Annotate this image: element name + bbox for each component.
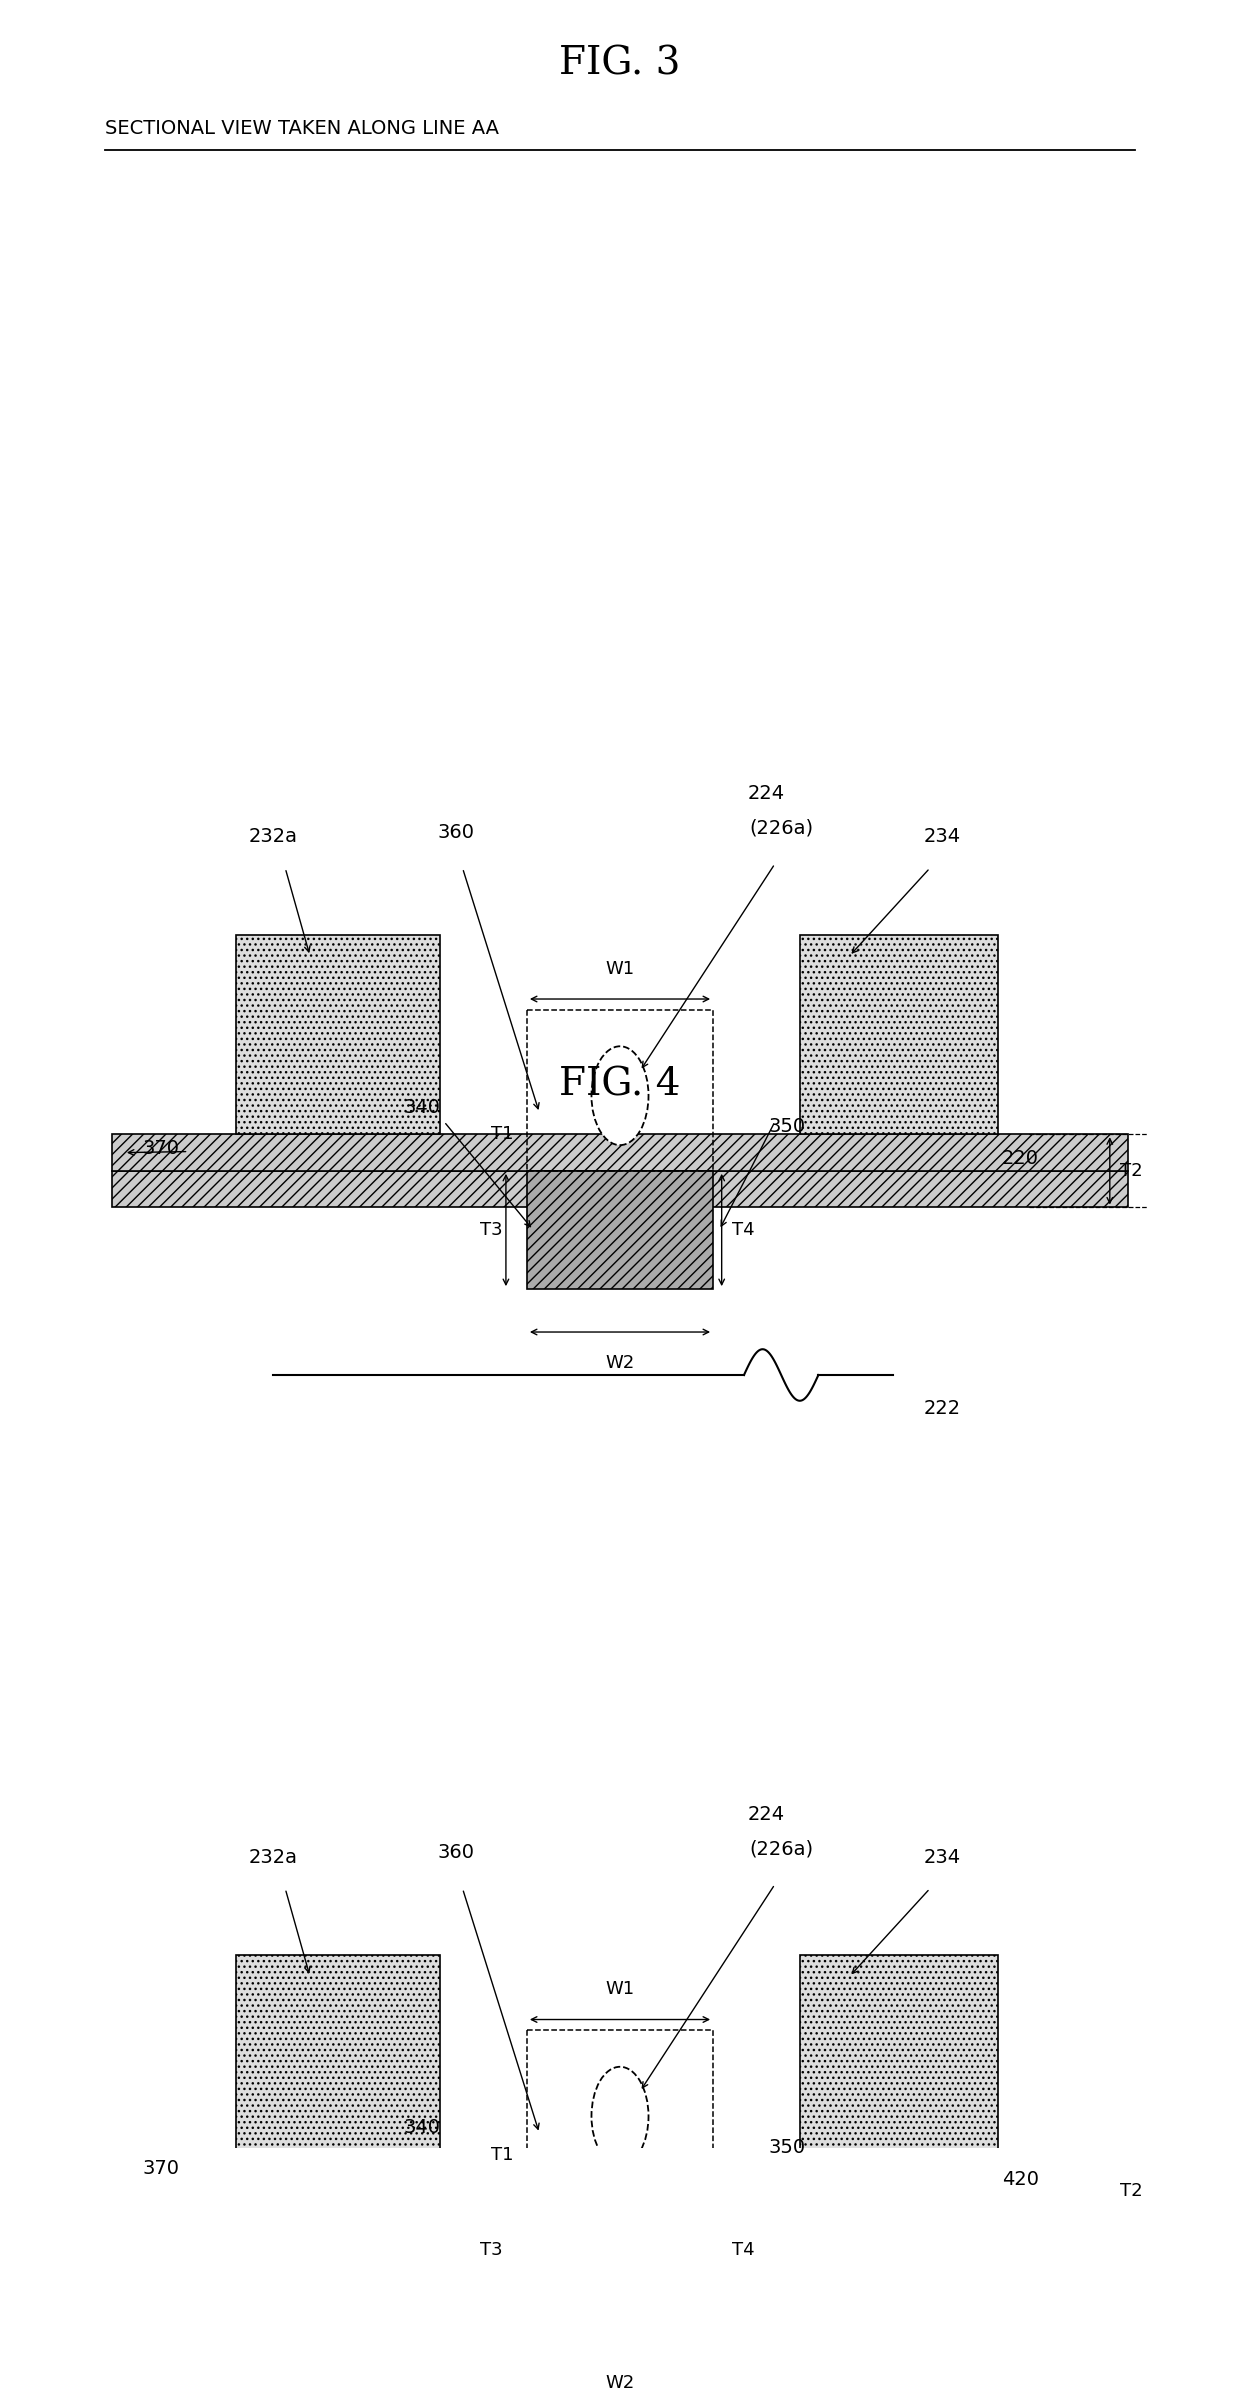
Bar — [112, 1134, 1128, 1170]
Bar — [112, 2156, 1128, 2192]
Text: FIG. 4: FIG. 4 — [559, 1067, 681, 1103]
Text: SECTIONAL VIEW TAKEN ALONG LINE AA: SECTIONAL VIEW TAKEN ALONG LINE AA — [105, 120, 500, 139]
Text: 222: 222 — [924, 1398, 961, 1417]
Text: (226a): (226a) — [749, 1839, 813, 1858]
Text: 234: 234 — [924, 1849, 961, 1866]
Text: T4: T4 — [732, 2242, 754, 2259]
Text: T1: T1 — [491, 2146, 513, 2163]
Text: 234: 234 — [924, 827, 961, 846]
Text: T4: T4 — [732, 1221, 754, 1240]
Text: W1: W1 — [605, 1981, 635, 1998]
Text: (226a): (226a) — [749, 818, 813, 837]
Text: 370: 370 — [143, 1139, 180, 1158]
Text: 220: 220 — [1002, 1149, 1039, 1168]
Text: FIG. 3: FIG. 3 — [559, 46, 681, 84]
Text: 360: 360 — [438, 1844, 475, 1863]
Text: T2: T2 — [1120, 1163, 1142, 1180]
Text: 350: 350 — [769, 1117, 806, 1137]
Text: W1: W1 — [605, 959, 635, 978]
Text: T1: T1 — [491, 1125, 513, 1144]
Text: T3: T3 — [480, 1221, 502, 1240]
Bar — [112, 2192, 1128, 2228]
Circle shape — [591, 1046, 649, 1146]
Text: T3: T3 — [480, 2242, 502, 2259]
Bar — [236, 1954, 440, 2156]
Bar — [527, 1170, 713, 1290]
Text: T2: T2 — [1120, 2182, 1142, 2201]
Bar — [800, 1954, 998, 2156]
Text: 350: 350 — [769, 2137, 806, 2156]
Circle shape — [591, 2067, 649, 2165]
Bar — [527, 2192, 713, 2309]
Text: 232a: 232a — [248, 827, 298, 846]
Text: W2: W2 — [605, 1352, 635, 1372]
Text: 420: 420 — [1002, 2170, 1039, 2189]
Text: 370: 370 — [143, 2158, 180, 2177]
Text: W2: W2 — [605, 2374, 635, 2393]
Text: 224: 224 — [748, 1806, 785, 1825]
Text: 232a: 232a — [248, 1849, 298, 1866]
Text: 360: 360 — [438, 823, 475, 842]
Bar — [800, 935, 998, 1134]
Text: 224: 224 — [748, 784, 785, 803]
Bar — [112, 1170, 1128, 1209]
Bar — [236, 935, 440, 1134]
Text: 340: 340 — [403, 2117, 440, 2137]
Text: 340: 340 — [403, 1098, 440, 1117]
